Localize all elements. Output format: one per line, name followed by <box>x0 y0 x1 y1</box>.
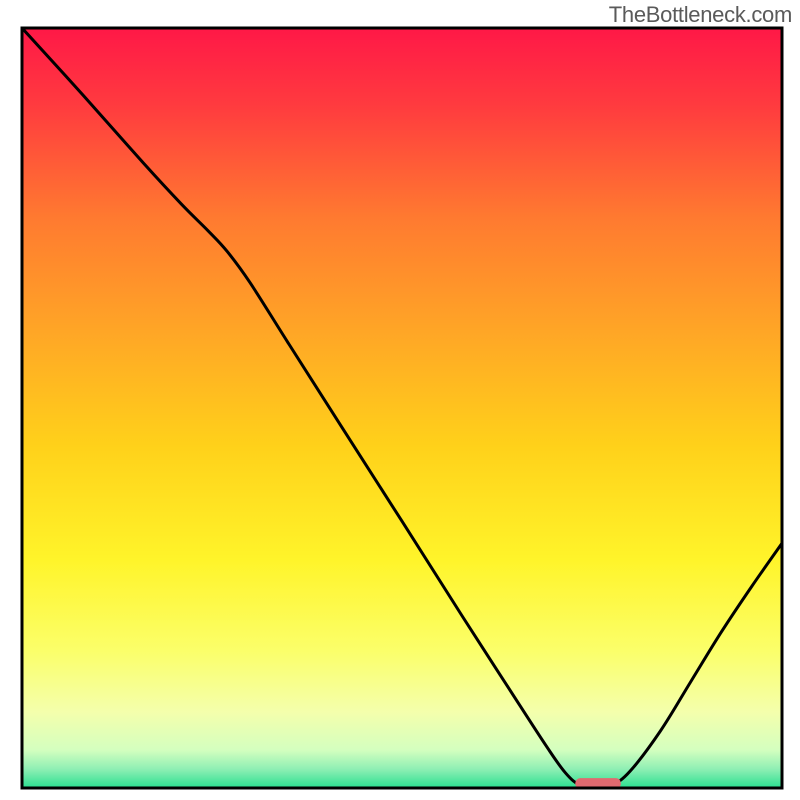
gradient-background <box>22 28 782 788</box>
watermark-text: TheBottleneck.com <box>609 2 792 28</box>
chart-container: TheBottleneck.com <box>0 0 800 800</box>
bottleneck-chart <box>0 0 800 800</box>
